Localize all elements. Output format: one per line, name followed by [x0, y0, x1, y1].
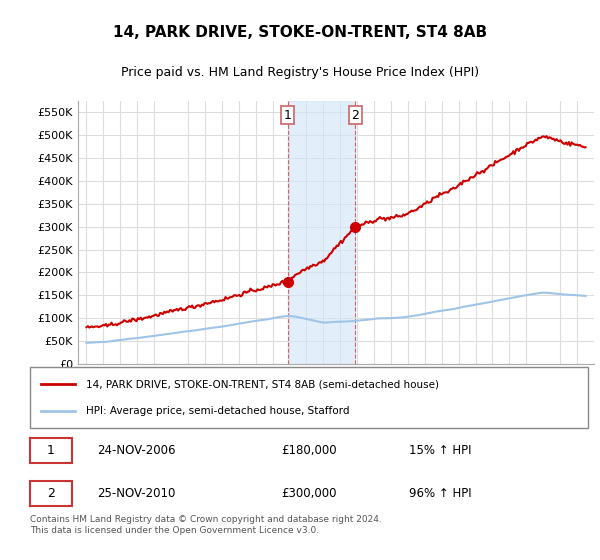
- Text: Contains HM Land Registry data © Crown copyright and database right 2024.
This d: Contains HM Land Registry data © Crown c…: [30, 515, 382, 535]
- Text: 2: 2: [352, 109, 359, 122]
- Bar: [288, 101, 355, 364]
- Text: 25-NOV-2010: 25-NOV-2010: [97, 487, 175, 500]
- Text: £300,000: £300,000: [281, 487, 337, 500]
- Text: HPI: Average price, semi-detached house, Stafford: HPI: Average price, semi-detached house,…: [86, 406, 349, 416]
- Text: 1: 1: [47, 444, 55, 457]
- Text: 24-NOV-2006: 24-NOV-2006: [97, 444, 175, 457]
- FancyBboxPatch shape: [30, 438, 72, 463]
- Text: £180,000: £180,000: [281, 444, 337, 457]
- Text: 14, PARK DRIVE, STOKE-ON-TRENT, ST4 8AB: 14, PARK DRIVE, STOKE-ON-TRENT, ST4 8AB: [113, 25, 487, 40]
- Text: 14, PARK DRIVE, STOKE-ON-TRENT, ST4 8AB (semi-detached house): 14, PARK DRIVE, STOKE-ON-TRENT, ST4 8AB …: [86, 379, 439, 389]
- FancyBboxPatch shape: [30, 367, 588, 428]
- Text: 96% ↑ HPI: 96% ↑ HPI: [409, 487, 472, 500]
- Text: 15% ↑ HPI: 15% ↑ HPI: [409, 444, 472, 457]
- Text: 2: 2: [47, 487, 55, 500]
- FancyBboxPatch shape: [30, 482, 72, 506]
- Text: Price paid vs. HM Land Registry's House Price Index (HPI): Price paid vs. HM Land Registry's House …: [121, 66, 479, 78]
- Text: 1: 1: [284, 109, 292, 122]
